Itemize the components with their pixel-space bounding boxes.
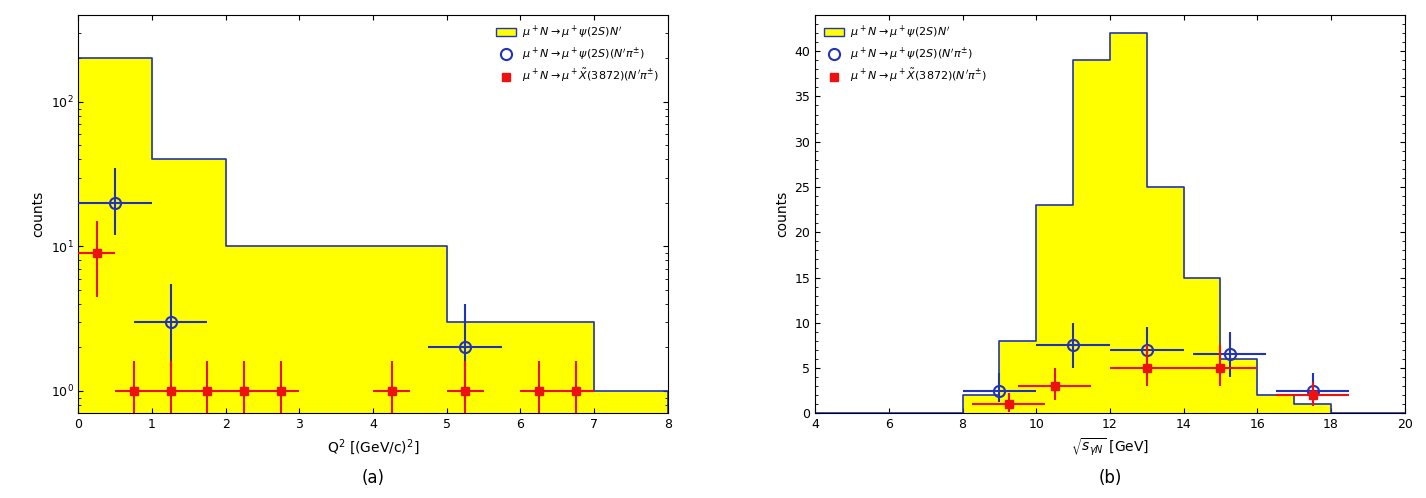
X-axis label: $\sqrt{s_{\gamma N}}$ [GeV]: $\sqrt{s_{\gamma N}}$ [GeV]	[1071, 437, 1149, 458]
Text: (a): (a)	[362, 469, 385, 487]
Y-axis label: counts: counts	[774, 191, 789, 237]
Legend: $\mu^+ N \to \mu^+ \psi(2S) N'$, $\mu^+ N \to \mu^+ \psi(2S) (N'\pi^{\pm})$, $\m: $\mu^+ N \to \mu^+ \psi(2S) N'$, $\mu^+ …	[493, 20, 662, 88]
Y-axis label: counts: counts	[31, 191, 46, 237]
Legend: $\mu^+ N \to \mu^+ \psi(2S) N'$, $\mu^+ N \to \mu^+ \psi(2S) (N'\pi^{\pm})$, $\m: $\mu^+ N \to \mu^+ \psi(2S) N'$, $\mu^+ …	[821, 20, 990, 88]
X-axis label: Q$^2$ [(GeV/c)$^2$]: Q$^2$ [(GeV/c)$^2$]	[327, 437, 419, 457]
Text: (b): (b)	[1098, 469, 1122, 487]
